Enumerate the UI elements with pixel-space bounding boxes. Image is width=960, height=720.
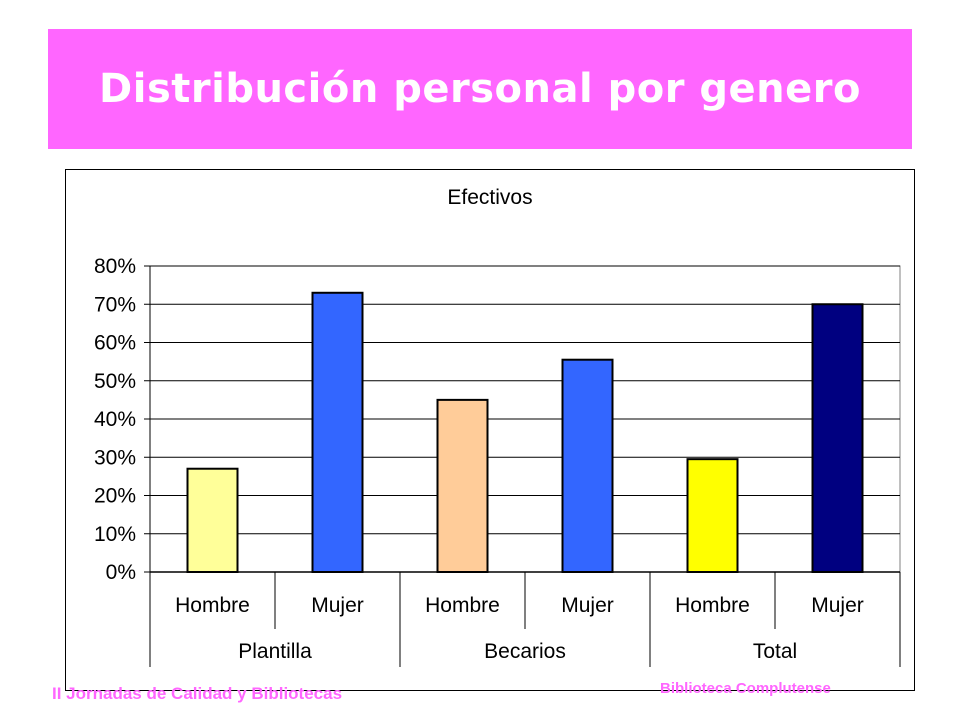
x-category-label: Mujer <box>561 594 614 617</box>
y-tick-label: 10% <box>94 523 136 546</box>
y-tick-label: 50% <box>94 370 136 393</box>
x-group-label: Plantilla <box>238 640 312 663</box>
x-category-label: Hombre <box>425 594 500 617</box>
slide-title: Distribución personal por genero <box>99 66 861 112</box>
bar-mujer-plantilla <box>311 291 364 574</box>
bar-mujer-total <box>811 303 864 573</box>
x-group-label: Becarios <box>484 640 566 663</box>
footer-library-name: Biblioteca Complutense <box>660 680 831 697</box>
y-tick-label: 70% <box>94 293 136 316</box>
bar-hombre-total <box>686 458 739 574</box>
y-tick-label: 0% <box>106 561 136 584</box>
y-tick-label: 80% <box>94 255 136 278</box>
y-tick-label: 60% <box>94 332 136 355</box>
y-tick-label: 30% <box>94 446 136 469</box>
y-tick-label: 20% <box>94 485 136 508</box>
x-category-label: Hombre <box>175 594 250 617</box>
x-category-label: Hombre <box>675 594 750 617</box>
x-category-label: Mujer <box>311 594 364 617</box>
x-group-label: Total <box>753 640 797 663</box>
bar-mujer-becarios <box>561 358 614 573</box>
x-category-label: Mujer <box>811 594 864 617</box>
y-tick-label: 40% <box>94 408 136 431</box>
footer-event-name: II Jornadas de Calidad y Bibliotecas <box>52 684 343 703</box>
chart-title: Efectivos <box>447 186 532 209</box>
bar-chart: Efectivos 0% 10% 20% 30% 40% 50% 60% 70% 80% Hom… <box>94 186 901 667</box>
bar-hombre-becarios <box>436 398 489 573</box>
bar-hombre-plantilla <box>186 467 239 574</box>
title-banner: Distribución personal por genero <box>48 29 912 149</box>
